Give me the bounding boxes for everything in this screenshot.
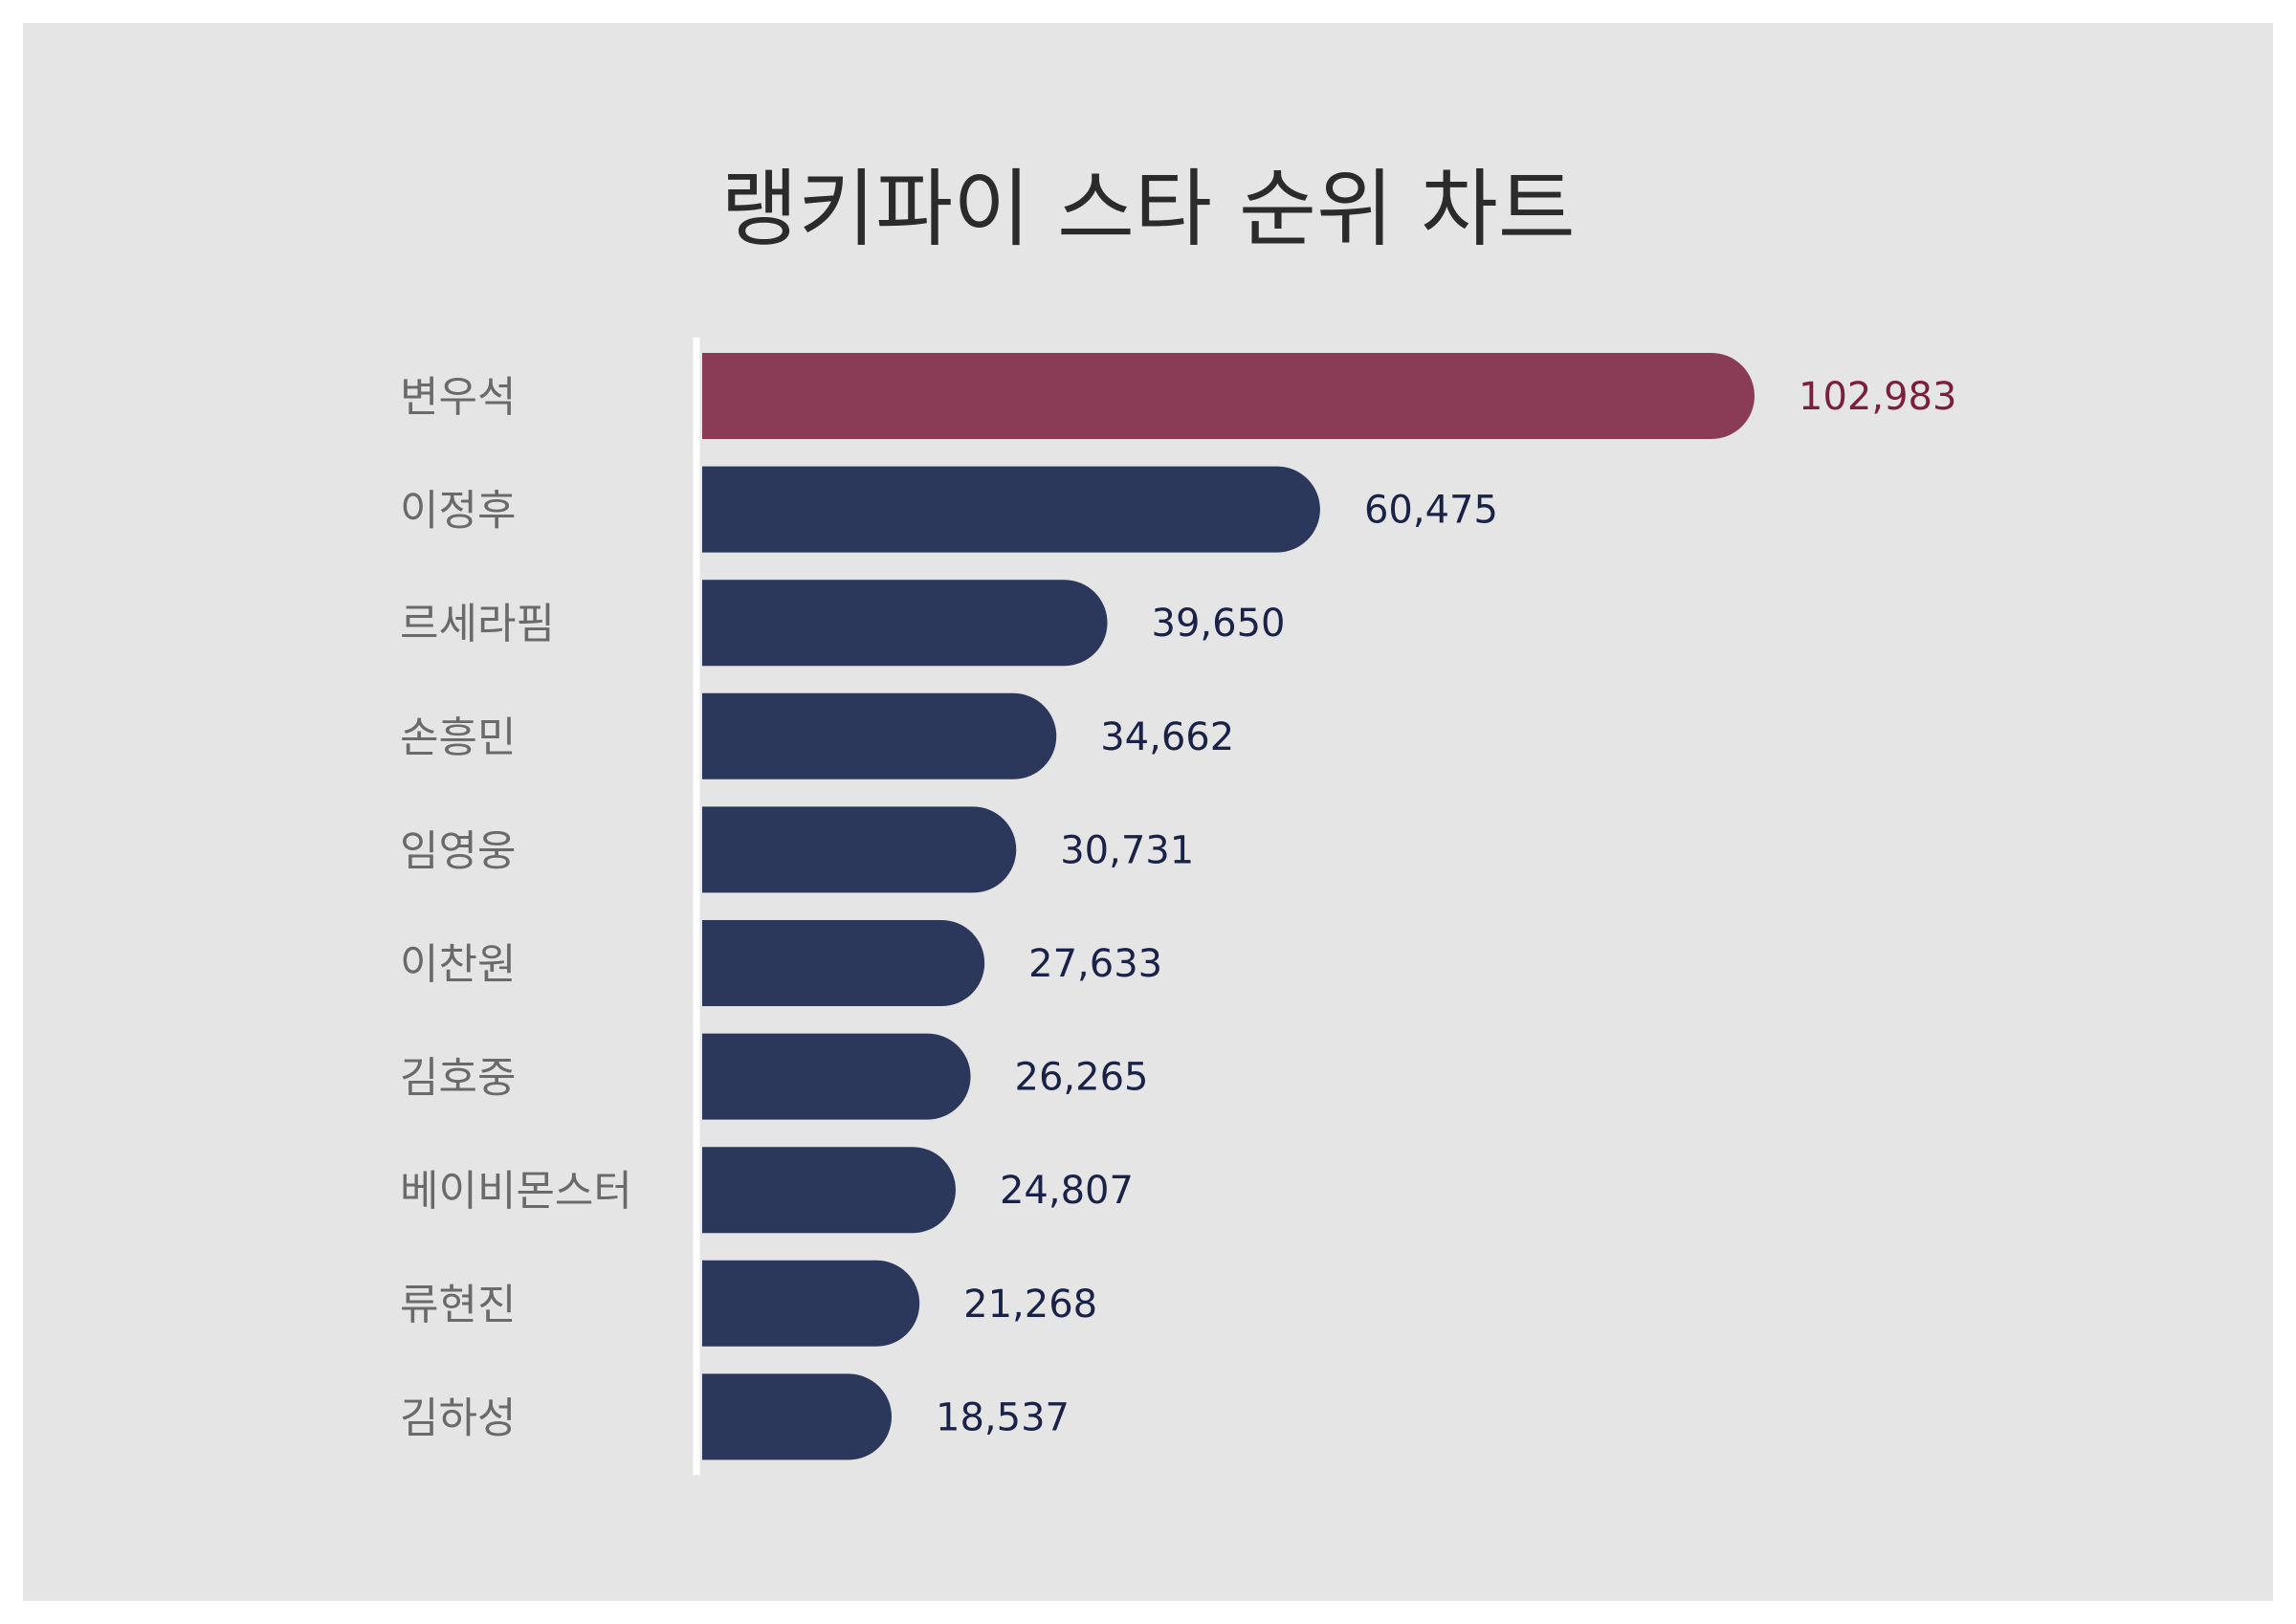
category-label: 임영웅: [400, 826, 516, 875]
category-label: 변우석: [400, 373, 516, 422]
value-label: 30,731: [1060, 828, 1194, 872]
value-label: 60,475: [1364, 489, 1498, 533]
bar: [702, 1260, 920, 1347]
value-label: 18,537: [936, 1395, 1070, 1439]
value-label: 24,807: [1000, 1169, 1134, 1213]
category-label: 김호중: [400, 1054, 516, 1103]
value-label: 26,265: [1015, 1056, 1149, 1100]
category-label: 르세라핌: [400, 600, 555, 648]
category-label: 베이비몬스터: [400, 1167, 632, 1216]
bar: [702, 1147, 956, 1234]
bar: [702, 1033, 971, 1120]
value-label: 34,662: [1100, 715, 1234, 759]
value-label: 27,633: [1028, 942, 1162, 986]
bar: [702, 806, 1017, 893]
category-label: 이찬원: [400, 940, 516, 989]
category-label: 손흥민: [400, 713, 516, 762]
bar: [702, 1373, 893, 1460]
value-label: 39,650: [1152, 602, 1286, 646]
chart-title: 랭키파이 스타 순위 차트: [720, 160, 1576, 258]
bar: [702, 466, 1320, 553]
bars-group: 변우석 102,983 이정후 60,475 르세라핌 39,650 손흥민 34,662 임영…: [400, 353, 1956, 1460]
category-label: 류현진: [400, 1281, 516, 1329]
category-label: 이정후: [400, 487, 516, 536]
bar: [702, 920, 985, 1006]
bar: [702, 353, 1755, 439]
value-label: 102,983: [1799, 375, 1956, 419]
bar: [702, 580, 1108, 667]
bar: [702, 692, 1057, 779]
category-label: 김하성: [400, 1394, 516, 1442]
chart-background: [23, 23, 2273, 1601]
value-label: 21,268: [963, 1283, 1097, 1327]
